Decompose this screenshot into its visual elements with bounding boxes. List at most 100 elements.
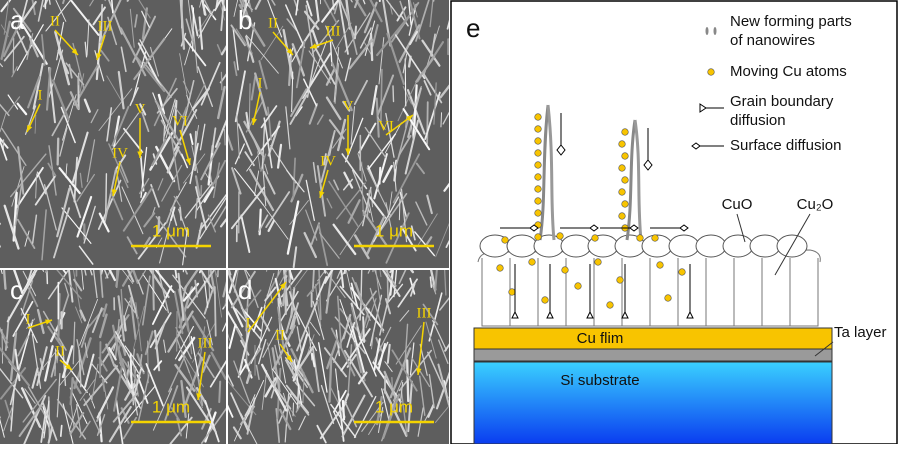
nanowire [343,401,344,419]
annotation: IV [112,145,128,161]
nanowire [407,360,408,400]
legend-text: New forming parts [730,13,852,30]
cu-atom [622,177,629,184]
cuo-grain [750,235,780,257]
legend-icon [708,69,715,76]
panel-label: e [466,13,480,43]
nanowire [58,139,59,165]
annotation: VI [378,118,394,134]
cu-atom [535,126,542,133]
scale-label: 1 μm [152,221,190,240]
annotation: III [98,18,113,34]
scale-label: 1 μm [375,221,413,240]
annotation: II [50,13,60,29]
ta-label: Ta layer [834,324,887,341]
cu-atom [535,234,542,241]
cuo-grain [723,235,753,257]
cu-atom [535,174,542,181]
figure: aIIIIIIVVIIV1 μmbIIIIIIVVIIV1 μmcIIIIII1… [0,0,898,444]
cu-atom [529,259,536,266]
cu-atom [562,267,569,274]
annotation: I [258,75,263,91]
cuo-grain [561,235,591,257]
grain [650,258,678,326]
cu-atom [535,114,542,121]
nanowire [381,70,382,122]
annotation: IV [320,153,336,169]
cuo-grain [507,235,537,257]
cuo-grain [669,235,699,257]
annotation: II [268,15,278,31]
cu-atom [575,283,582,290]
cu2o-label: Cu₂O [797,196,834,213]
legend-text: diffusion [730,112,786,129]
legend-icon [706,27,709,35]
nanowire [393,86,394,102]
cu-atom [619,213,626,220]
cu-atom [595,259,602,266]
scale-label: 1 μm [375,397,413,416]
cu-atom [497,265,504,272]
grain [790,258,818,326]
cu-atom [535,186,542,193]
cu-label: Cu flim [577,330,624,347]
cuo-grain [696,235,726,257]
panel-label: c [10,275,23,305]
cu-atom [535,210,542,217]
cu-atom [502,237,509,244]
panel-label: a [10,5,25,35]
cu-film [474,328,832,349]
nanowire [371,34,372,60]
grain [706,258,734,326]
annotation: II [275,327,285,343]
cu-atom [509,289,516,296]
cu-atom [619,141,626,148]
annotation: V [343,98,354,114]
legend-text: Surface diffusion [730,137,841,154]
legend-icon [714,27,717,35]
panel-label: d [238,275,252,305]
cu-atom [535,150,542,157]
annotation: I [26,311,31,327]
si-substrate [474,362,832,444]
annotation: III [198,335,213,351]
legend-text: Moving Cu atoms [730,63,847,80]
grain [734,258,762,326]
cuo-label: CuO [722,196,753,213]
cu-atom [622,129,629,136]
cu-atom [622,201,629,208]
cu-atom [637,235,644,242]
nanowire [363,317,364,342]
annotation: VI [172,113,188,129]
nanowire [441,113,442,127]
cu-atom [617,277,624,284]
annotation: I [38,87,43,103]
nanowire [193,8,194,51]
nanowire [399,199,400,220]
grain [482,258,510,326]
cu-atom [535,198,542,205]
nanowire [380,168,381,184]
cu-atom [665,295,672,302]
cu-atom [652,235,659,242]
nanowire [61,426,62,437]
nanowire [293,403,294,416]
si-label: Si substrate [560,372,639,389]
nanowire [219,382,220,402]
grain [762,258,790,326]
cu-atom [619,165,626,172]
cu-atom [592,235,599,242]
cu-atom [607,302,614,309]
cu-atom [657,262,664,269]
annotation: II [55,343,65,359]
ta-layer [474,349,832,361]
scale-label: 1 μm [152,397,190,416]
nanowire [427,102,428,144]
annotation: V [135,101,146,117]
annotation: III [326,23,341,39]
legend-text: Grain boundary [730,93,834,110]
cu-atom [622,153,629,160]
